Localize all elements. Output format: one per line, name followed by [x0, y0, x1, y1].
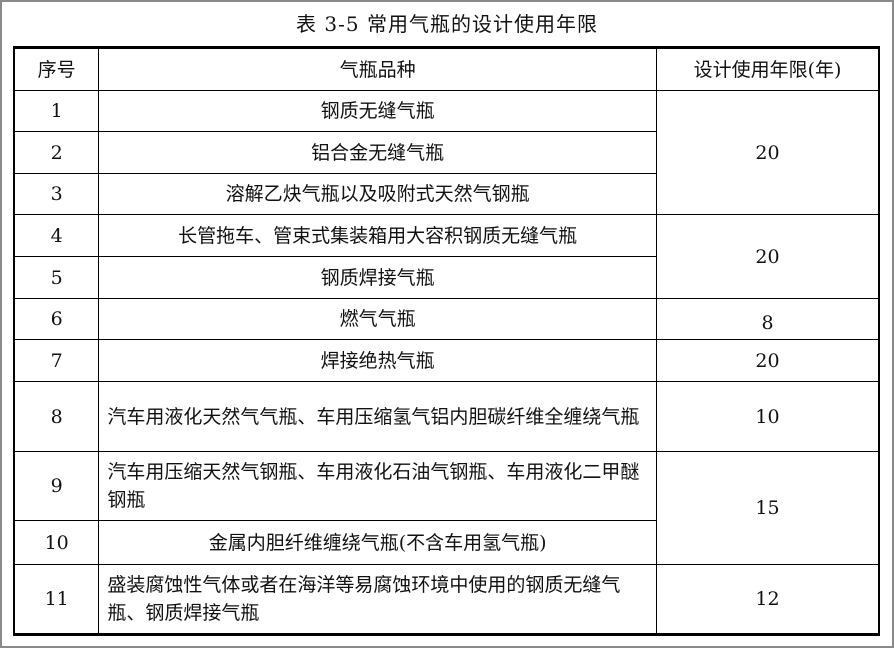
table-row: 2 铝合金无缝气瓶: [13, 131, 879, 174]
table-row: 11 盛装腐蚀性气体或者在海洋等易腐蚀环境中使用的钢质无缝气瓶、钢质焊接气瓶 1…: [13, 564, 880, 635]
row-type: 铝合金无缝气瓶: [98, 131, 657, 174]
row-years: 20: [655, 339, 880, 382]
row-type: 溶解乙炔气瓶以及吸附式天然气钢瓶: [98, 173, 657, 215]
table-row: 4 长管拖车、管束式集装箱用大容积钢质无缝气瓶 20: [13, 214, 880, 299]
table-row: 1 钢质无缝气瓶 20: [13, 90, 880, 215]
cylinder-service-life-table: 序号 气瓶品种 设计使用年限(年) 1 钢质无缝气瓶 20 2 铝合金无缝气瓶 …: [13, 46, 880, 636]
table-row: 8 汽车用液化天然气气瓶、车用压缩氢气铝内胆碳纤维全缠绕气瓶 10: [13, 381, 880, 452]
table-row: 6 燃气气瓶 8: [13, 298, 880, 340]
row-years: 15: [655, 451, 880, 565]
row-type: 汽车用液化天然气气瓶、车用压缩氢气铝内胆碳纤维全缠绕气瓶: [98, 381, 657, 452]
table-caption: 表 3-5 常用气瓶的设计使用年限: [296, 12, 598, 36]
row-type: 钢质无缝气瓶: [98, 90, 657, 132]
row-years: 20: [655, 90, 880, 215]
row-no: 7: [13, 339, 100, 382]
row-type: 金属内胆纤维缠绕气瓶(不含车用氢气瓶): [98, 520, 657, 565]
header-no: 序号: [13, 47, 100, 91]
row-type: 燃气气瓶: [98, 298, 657, 340]
row-no: 8: [13, 381, 100, 452]
row-years: 12: [655, 564, 880, 635]
row-years: 10: [655, 381, 880, 452]
row-type: 盛装腐蚀性气体或者在海洋等易腐蚀环境中使用的钢质无缝气瓶、钢质焊接气瓶: [98, 564, 657, 635]
row-no: 9: [13, 451, 100, 521]
header-row: 序号 气瓶品种 设计使用年限(年): [13, 47, 880, 91]
row-no: 2: [13, 131, 100, 174]
row-type: 焊接绝热气瓶: [98, 339, 657, 382]
row-type: 长管拖车、管束式集装箱用大容积钢质无缝气瓶: [98, 214, 657, 257]
row-years: 8: [655, 298, 880, 340]
row-no: 1: [13, 90, 100, 132]
row-no: 10: [13, 520, 100, 565]
row-years: 20: [655, 214, 880, 299]
table-row: 9 汽车用压缩天然气钢瓶、车用液化石油气钢瓶、车用液化二甲醚钢瓶 15: [13, 451, 880, 565]
row-no: 5: [13, 256, 100, 299]
header-type: 气瓶品种: [98, 47, 657, 91]
row-no: 6: [13, 298, 100, 340]
row-type: 汽车用压缩天然气钢瓶、车用液化石油气钢瓶、车用液化二甲醚钢瓶: [98, 451, 657, 521]
row-no: 11: [13, 564, 100, 635]
header-years: 设计使用年限(年): [655, 47, 880, 91]
table-row: 5 钢质焊接气瓶: [13, 256, 879, 299]
row-type: 钢质焊接气瓶: [98, 256, 657, 299]
row-no: 4: [13, 214, 100, 257]
table-row: 3 溶解乙炔气瓶以及吸附式天然气钢瓶: [13, 173, 879, 215]
row-no: 3: [13, 173, 100, 215]
table-row: 10 金属内胆纤维缠绕气瓶(不含车用氢气瓶): [13, 520, 879, 565]
table-row: 7 焊接绝热气瓶 20: [13, 339, 880, 382]
